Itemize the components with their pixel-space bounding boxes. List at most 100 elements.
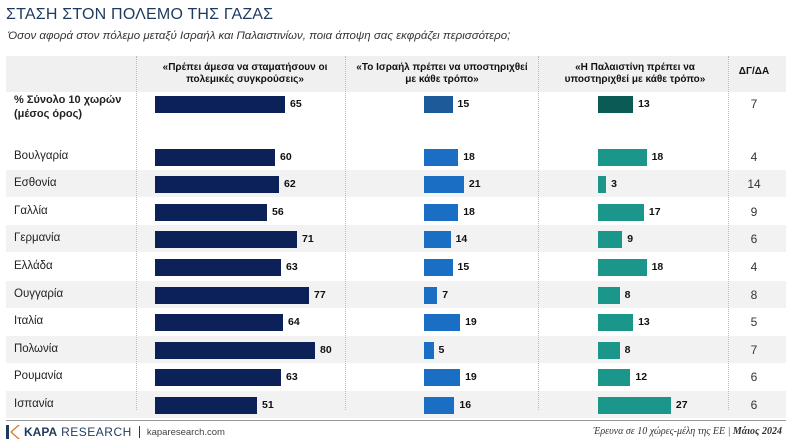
dkda-value-8: 7 <box>750 343 758 357</box>
row-label: Ιταλία <box>14 315 44 327</box>
bar-c2-10 <box>424 397 455 414</box>
bar-c3-3 <box>598 204 644 221</box>
data-label-c3-2: 3 <box>611 178 617 190</box>
data-label-c1-2: 62 <box>284 178 296 190</box>
bar-c2-4 <box>424 231 451 248</box>
brand-kapa: KAPA <box>24 425 58 439</box>
bar-c1-9 <box>155 369 281 386</box>
row-label: Ρουμανία <box>14 370 63 382</box>
page-title: ΣΤΑΣΗ ΣΤΟΝ ΠΟΛΕΜΟ ΤΗΣ ΓΑΖΑΣ <box>6 6 274 23</box>
bar-c2-2 <box>424 176 464 193</box>
bar-c3-5 <box>598 259 647 276</box>
data-label-c2-2: 21 <box>468 178 481 190</box>
dkda-value-6: 8 <box>750 288 758 302</box>
bar-c2-0 <box>424 96 453 113</box>
data-label-c1-5: 63 <box>286 261 298 273</box>
bar-c1-2 <box>155 176 279 193</box>
row-label: Ελλάδα <box>14 260 53 272</box>
row-label: Εσθονία <box>14 177 57 189</box>
bar-c2-9 <box>424 369 461 386</box>
bar-c1-6 <box>155 287 309 304</box>
bar-c3-1 <box>598 149 647 166</box>
data-label-c3-1: 18 <box>651 151 664 163</box>
bar-c3-8 <box>598 342 620 359</box>
bar-c1-8 <box>155 342 315 359</box>
data-label-c3-8: 8 <box>624 344 631 356</box>
bar-c2-3 <box>424 204 459 221</box>
bar-c1-7 <box>155 314 283 331</box>
bar-c3-0 <box>598 96 634 113</box>
dkda-value-0: 7 <box>750 97 758 111</box>
data-label-c2-4: 14 <box>455 233 468 245</box>
bar-c3-6 <box>598 287 620 304</box>
column-header-support-palestine: «Η Παλαιστίνη πρέπει να υποστηριχθεί με … <box>564 62 706 85</box>
dkda-value-1: 4 <box>750 150 758 164</box>
data-label-c1-10: 51 <box>262 399 274 411</box>
bar-c2-7 <box>424 314 461 331</box>
column-separator <box>538 56 540 410</box>
data-label-c3-0: 13 <box>638 98 650 110</box>
page-subtitle: Όσον αφορά στον πόλεμο μεταξύ Ισραήλ και… <box>8 30 511 42</box>
data-label-c2-1: 18 <box>463 151 475 163</box>
row-band <box>6 336 786 363</box>
dkda-value-5: 4 <box>750 260 758 274</box>
dkda-value-2: 14 <box>747 177 761 191</box>
data-label-c2-6: 7 <box>442 289 449 301</box>
dkda-value-10: 6 <box>750 398 758 412</box>
row-label: Γαλλία <box>14 205 48 217</box>
data-label-c1-0: 65 <box>290 98 302 110</box>
data-label-c1-3: 56 <box>272 206 284 218</box>
data-label-c2-9: 19 <box>465 371 477 383</box>
survey-note: Έρευνα σε 10 χώρες-μέλη της ΕΕ <box>593 426 726 437</box>
survey-date: Μάιος 2024 <box>732 426 782 437</box>
bar-c3-9 <box>598 369 631 386</box>
dkda-value-3: 9 <box>750 205 758 219</box>
brand-logo: KAPA RESEARCH kaparesearch.com <box>6 424 225 440</box>
data-label-c1-7: 64 <box>288 316 300 328</box>
data-label-c2-10: 16 <box>459 399 472 411</box>
bar-c3-2 <box>598 176 607 193</box>
data-label-c2-8: 5 <box>438 344 445 356</box>
bar-c3-10 <box>598 397 671 414</box>
dkda-value-9: 6 <box>750 370 758 384</box>
bar-c1-3 <box>155 204 267 221</box>
column-separator <box>345 56 347 410</box>
survey-separator: | <box>727 426 733 437</box>
row-label: Ουγγαρία <box>14 288 64 300</box>
dkda-value-4: 6 <box>750 232 758 246</box>
row-label-total: % Σύνολο 10 χωρών (μέσος όρος) <box>14 94 122 120</box>
column-header-support-israel: «Το Ισραήλ πρέπει να υποστηριχθεί με κάθ… <box>356 62 528 85</box>
data-label-c3-6: 8 <box>624 289 631 301</box>
data-label-c1-9: 63 <box>286 371 298 383</box>
data-label-c1-6: 77 <box>314 289 326 301</box>
bar-c2-1 <box>424 149 459 166</box>
dkda-value-7: 5 <box>750 315 758 329</box>
bar-c3-4 <box>598 231 623 248</box>
bar-c2-5 <box>424 259 453 276</box>
column-header-stop-fighting: «Πρέπει άμεσα να σταματήσουν οι πολεμικέ… <box>162 62 328 85</box>
bar-c1-1 <box>155 149 275 166</box>
row-label: Βουλγαρία <box>14 150 69 162</box>
data-label-c2-3: 18 <box>463 206 475 218</box>
data-label-c2-7: 19 <box>465 316 477 328</box>
bar-c3-7 <box>598 314 634 331</box>
brand-research: RESEARCH <box>61 425 132 439</box>
data-label-c2-0: 15 <box>457 98 470 110</box>
row-label: Πολωνία <box>14 343 58 355</box>
footer-survey-note: Έρευνα σε 10 χώρες-μέλη της ΕΕ | Μάιος 2… <box>594 426 782 437</box>
brand-url[interactable]: kaparesearch.com <box>146 426 225 438</box>
row-label: Γερμανία <box>14 232 61 244</box>
data-label-c3-7: 13 <box>638 316 650 328</box>
kapa-logo-icon <box>6 425 20 439</box>
footer-line <box>6 420 786 421</box>
bar-c1-10 <box>155 397 257 414</box>
row-band <box>6 225 786 252</box>
row-band <box>6 170 786 197</box>
data-label-c3-4: 9 <box>627 233 634 245</box>
data-label-c3-3: 17 <box>648 206 661 218</box>
data-label-c3-9: 12 <box>635 371 648 383</box>
bar-c1-5 <box>155 259 281 276</box>
data-label-c3-10: 27 <box>675 399 688 411</box>
data-label-c1-1: 60 <box>280 151 292 163</box>
brand-separator <box>138 426 140 438</box>
